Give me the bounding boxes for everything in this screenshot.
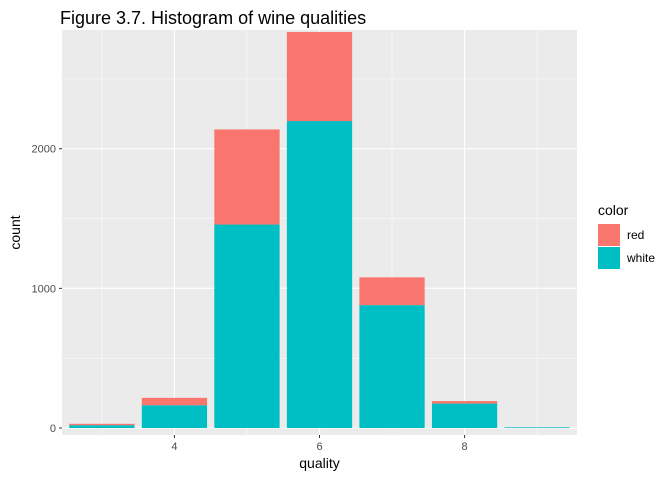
x-tick-label: 6 [316,441,322,453]
y-axis: 0 1000 2000 [32,144,62,435]
legend-key-white [598,247,620,269]
bar-red-quality-7 [359,277,425,306]
legend-key-red [598,224,620,246]
x-axis: 4 6 8 [171,435,468,453]
y-axis-title: count [7,215,23,249]
x-axis-title: quality [299,455,339,471]
x-tick-label: 4 [171,441,177,453]
legend: color red white [598,202,655,269]
bar-white-quality-5 [214,224,280,429]
bar-red-quality-4 [141,397,208,406]
legend-label-red: red [627,228,644,242]
bar-red-quality-3 [69,423,135,426]
bar-white-quality-8 [431,403,498,429]
y-tick-label: 1000 [32,283,56,295]
bars [69,31,570,429]
chart-title: Figure 3.7. Histogram of wine qualities [60,8,366,28]
y-tick-label: 0 [50,423,56,435]
bar-white-quality-9 [504,427,570,429]
bar-white-quality-4 [141,405,208,429]
bar-red-quality-8 [431,401,498,404]
x-tick-label: 8 [462,441,468,453]
bar-red-quality-5 [214,129,280,225]
bar-white-quality-6 [286,121,353,429]
legend-label-white: white [626,251,655,265]
bar-white-quality-3 [69,425,135,429]
legend-title: color [598,202,629,218]
bar-red-quality-6 [286,31,353,122]
bar-white-quality-7 [359,305,425,429]
y-tick-label: 2000 [32,144,56,156]
